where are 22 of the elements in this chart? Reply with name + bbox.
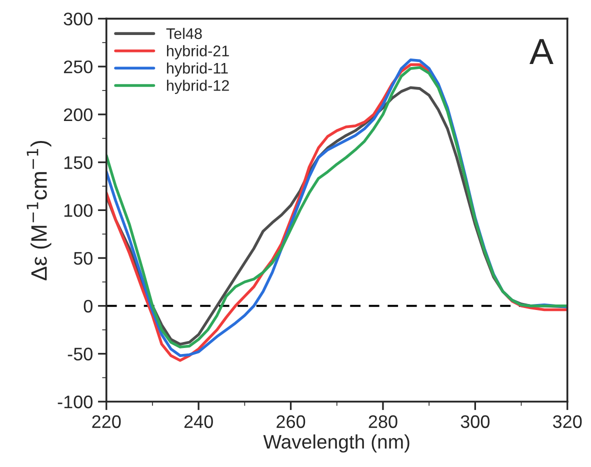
x-axis-title: Wavelength (nm) bbox=[263, 434, 410, 453]
y-tick-label: 200 bbox=[64, 108, 92, 122]
x-tick-label: 260 bbox=[276, 415, 306, 428]
y-tick-label: 300 bbox=[64, 12, 92, 26]
y-tick-label: 250 bbox=[64, 60, 92, 74]
x-tick-label: 220 bbox=[92, 415, 121, 428]
legend-label: hybrid-11 bbox=[167, 62, 228, 77]
y-tick-label: 150 bbox=[64, 156, 92, 170]
y-tick-label: 100 bbox=[64, 204, 92, 217]
y-tick-label: 0 bbox=[84, 300, 92, 313]
legend-label: hybrid-21 bbox=[167, 45, 229, 60]
y-axis-title: Δε (M$^{−1}$cm$^{−1}$) bbox=[26, 140, 52, 280]
x-tick-label: 300 bbox=[460, 415, 490, 428]
legend-label: hybrid-12 bbox=[167, 80, 229, 94]
y-tick-label: 50 bbox=[74, 252, 92, 265]
x-tick-label: 280 bbox=[368, 415, 398, 428]
y-tick-label: -50 bbox=[68, 348, 92, 360]
annotation: A bbox=[530, 39, 554, 64]
x-tick-label: 240 bbox=[184, 415, 213, 428]
legend-label: Tel48 bbox=[166, 28, 202, 40]
y-tick-label: -100 bbox=[58, 396, 92, 408]
x-tick-label: 320 bbox=[552, 415, 582, 428]
